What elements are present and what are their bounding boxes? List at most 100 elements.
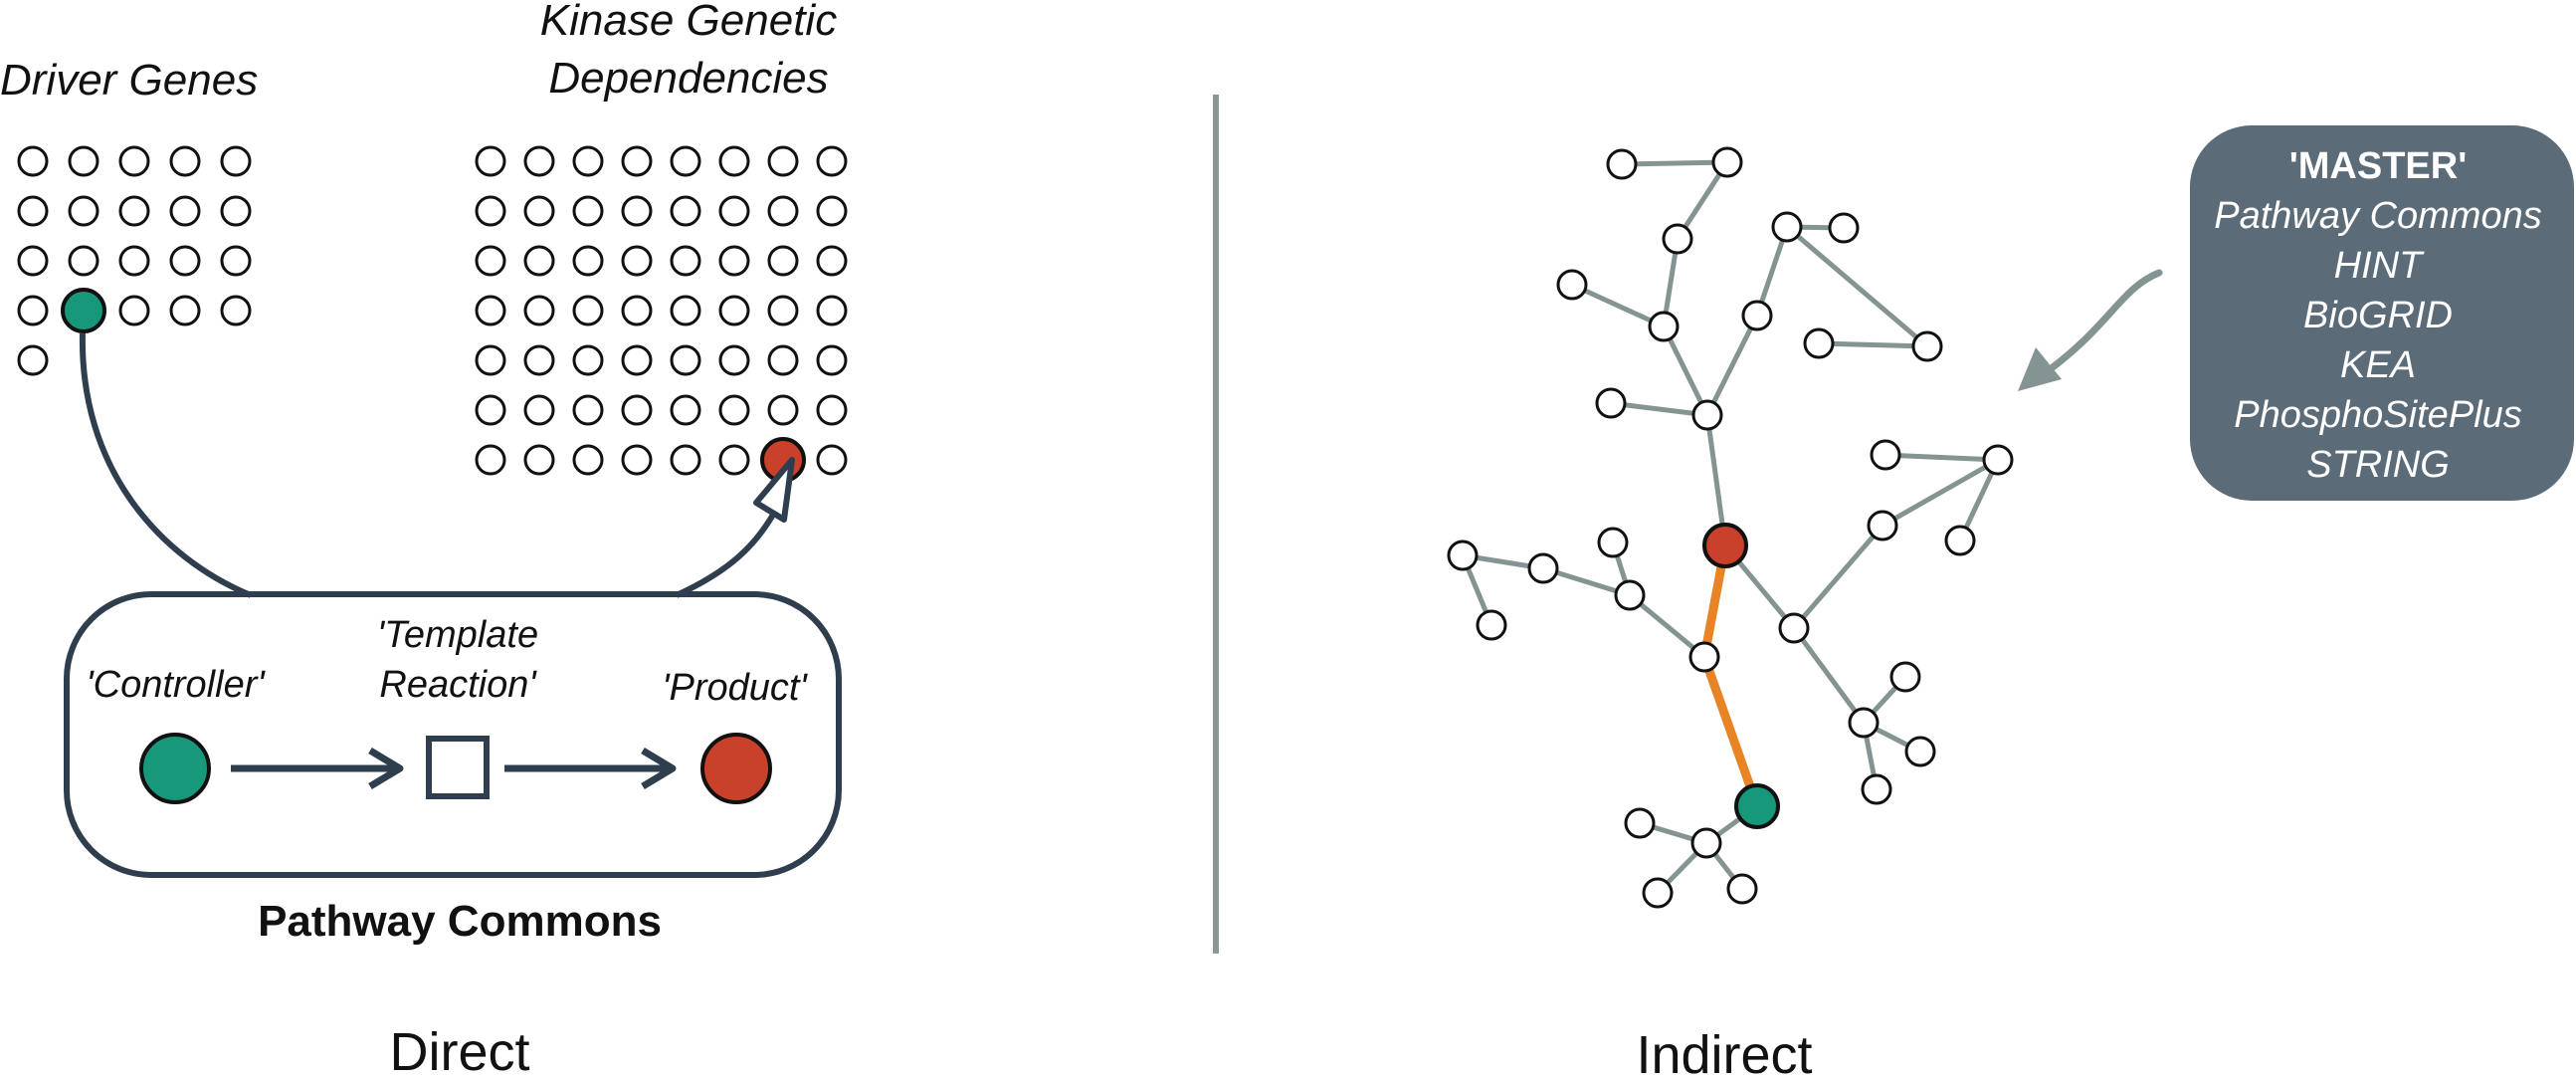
network-edge: [1661, 324, 1710, 418]
network-node: [1595, 387, 1627, 419]
network-node: [1527, 552, 1559, 584]
gene-dot: [670, 344, 701, 376]
gene-dot: [118, 195, 150, 227]
gene-dot: [670, 145, 701, 177]
gene-dot: [523, 344, 555, 376]
gene-dot: [670, 245, 701, 277]
gene-dot: [670, 195, 701, 227]
gene-dot: [220, 295, 252, 326]
gene-dot: [621, 394, 653, 426]
network-node: [1688, 641, 1720, 673]
network-node: [1741, 300, 1773, 331]
gene-dot: [17, 295, 49, 326]
network-node: [1691, 399, 1723, 431]
gene-dot: [118, 295, 150, 326]
gene-dot: [475, 245, 506, 277]
gene-dot: [816, 295, 848, 326]
controller-label: 'Controller': [86, 664, 266, 706]
network-node: [1861, 773, 1892, 805]
gene-dot: [169, 145, 201, 177]
gene-dot: [68, 195, 99, 227]
network-edge: [1569, 282, 1667, 329]
gene-dot: [767, 295, 799, 326]
gene-dot: [523, 295, 555, 326]
interaction-network: [1447, 146, 2014, 909]
gene-dot: [68, 145, 99, 177]
network-edge: [1784, 224, 1930, 349]
gene-dot: [767, 394, 799, 426]
direct-panel: Driver Genes Kinase Genetic Dependencies…: [0, 0, 848, 1080]
network-edge: [1791, 523, 1885, 631]
gene-dot: [816, 145, 848, 177]
gene-dot: [816, 394, 848, 426]
gene-dot: [118, 245, 150, 277]
open-arrowhead: [753, 457, 795, 523]
master-source-item: BioGRID: [2303, 295, 2453, 336]
gene-dot: [718, 295, 750, 326]
network-edge: [1619, 159, 1730, 167]
kinase-dependencies-label-line2: Dependencies: [548, 54, 828, 103]
network-node: [1803, 327, 1835, 359]
master-source-item: PhosphoSitePlus: [2234, 394, 2521, 436]
master-source-item: KEA: [2340, 344, 2416, 386]
gene-dot: [17, 195, 49, 227]
gene-dot: [718, 145, 750, 177]
gene-dot: [68, 245, 99, 277]
driver-genes-grid: [17, 145, 252, 376]
network-edge: [1704, 313, 1760, 418]
network-node: [1778, 612, 1810, 644]
gene-dot: [220, 245, 252, 277]
template-reaction-label-line1: 'Template: [377, 614, 538, 656]
gene-dot: [523, 195, 555, 227]
product-to-kinase-arrow: [675, 504, 781, 598]
network-edge: [1880, 457, 2001, 529]
master-source-item: Pathway Commons: [2214, 195, 2541, 237]
network-node: [1771, 211, 1803, 243]
gene-dot: [220, 195, 252, 227]
network-node: [1690, 827, 1722, 859]
network-node: [1476, 609, 1507, 641]
network-node: [1889, 661, 1921, 693]
network-node: [1447, 540, 1479, 571]
gene-dot: [816, 245, 848, 277]
indirect-panel: 'MASTER' Pathway Commons HINT BioGRID KEA Ph…: [1447, 125, 2574, 1080]
gene-dot: [816, 195, 848, 227]
gene-dot: [523, 394, 555, 426]
gene-dot: [169, 195, 201, 227]
gene-dot: [670, 295, 701, 326]
product-label: 'Product': [662, 667, 808, 709]
controller-node: [139, 733, 211, 804]
driver-to-controller-curve: [79, 332, 253, 598]
network-node-driver: [1702, 523, 1748, 568]
gene-dot: [475, 394, 506, 426]
direct-caption: Direct: [389, 1022, 529, 1080]
gene-dot: [572, 394, 604, 426]
gene-dot: [169, 245, 201, 277]
network-node: [1867, 510, 1898, 541]
network-node: [1614, 579, 1646, 611]
gene-dot: [572, 145, 604, 177]
gene-dot: [17, 145, 49, 177]
network-edge: [1608, 400, 1710, 418]
gene-dot: [718, 444, 750, 476]
network-node: [1944, 525, 1976, 556]
network-node: [1726, 873, 1758, 905]
network-nodes: [1447, 146, 2014, 909]
indirect-caption: Indirect: [1636, 1025, 1812, 1080]
template-reaction-label-line2: Reaction': [379, 664, 537, 706]
network-edge: [1882, 452, 2001, 463]
pathway-commons-caption: Pathway Commons: [258, 897, 662, 946]
gene-dot: [17, 344, 49, 376]
gene-dot: [767, 344, 799, 376]
gene-dot: [718, 245, 750, 277]
gene-dot: [670, 444, 701, 476]
gene-dot: [475, 295, 506, 326]
network-node: [1648, 311, 1680, 342]
sources-arrowhead: [2018, 347, 2062, 391]
gene-dot: [621, 245, 653, 277]
network-node: [1606, 148, 1638, 180]
master-sources-panel: [2190, 125, 2574, 501]
reaction-to-product-arrowhead: [641, 747, 677, 790]
gene-dot: [17, 245, 49, 277]
